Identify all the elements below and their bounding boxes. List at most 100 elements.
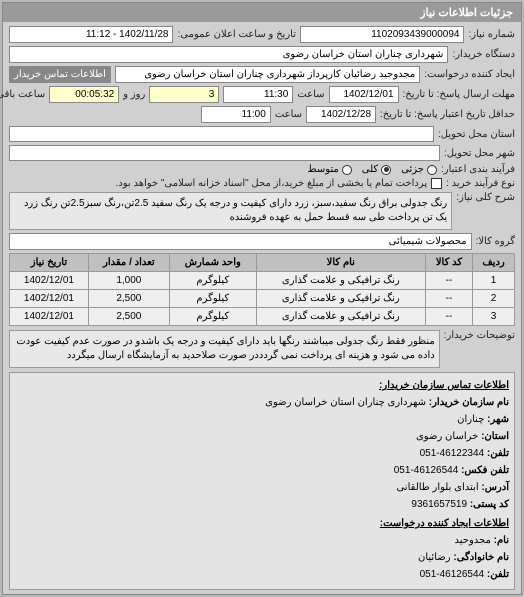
row-payment: نوع فرآیند خرید : پرداخت تمام یا بخشی از… — [9, 178, 515, 189]
row-budget: فرآیند بندی اعتبار: جزئی کلی متوسط — [9, 164, 515, 175]
table-cell: 2,500 — [88, 290, 169, 308]
main-desc-text: رنگ جدولی براق رنگ سفید،سبز، زرد دارای ک… — [9, 192, 452, 230]
contact-fax-row: تلفن فکس: 46126544-051 — [15, 463, 509, 479]
col-code: کد کالا — [425, 254, 472, 272]
validity-date: 1402/12/28 — [306, 106, 376, 123]
contact-org-value: شهرداری چناران استان خراسان رضوی — [265, 397, 426, 408]
city-value — [9, 145, 440, 161]
items-table: ردیف کد کالا نام کالا واحد شمارش تعداد /… — [9, 253, 515, 326]
notes-text: منظور فقط رنگ جدولی میباشند رنگها باید د… — [9, 330, 440, 368]
row-buyer: دستگاه خریدار: شهرداری چناران استان خراس… — [9, 46, 515, 63]
row-province: استان محل تحویل: — [9, 126, 515, 142]
deadline-label: مهلت ارسال پاسخ: تا تاریخ: — [403, 89, 515, 100]
creator-phone-label: تلفن: — [487, 569, 509, 580]
contact-city-label: شهر: — [487, 414, 509, 425]
goods-label: گروه کالا: — [476, 236, 515, 247]
contact-postal-row: کد پستی: 9361657519 — [15, 497, 509, 513]
contact-province-label: استان: — [481, 431, 509, 442]
row-main-description: شرح کلی نیاز: رنگ جدولی براق رنگ سفید،سب… — [9, 192, 515, 230]
contact-city-row: شهر: چناران — [15, 412, 509, 428]
table-cell: 1 — [473, 272, 515, 290]
row-validity: حداقل تاریخ اعتبار پاسخ: تا تاریخ: 1402/… — [9, 106, 515, 123]
table-cell: -- — [425, 272, 472, 290]
deadline-time: 11:30 — [223, 86, 293, 103]
budget-opt1: جزئی — [401, 164, 424, 175]
table-cell: 1402/12/01 — [10, 290, 89, 308]
table-cell: 1402/12/01 — [10, 308, 89, 326]
validity-time-label: ساعت — [275, 109, 302, 120]
table-row: 1--رنگ ترافیکی و علامت گذاریکیلوگرم1,000… — [10, 272, 515, 290]
col-date: تاریخ نیاز — [10, 254, 89, 272]
budget-radio-group: جزئی کلی متوسط — [307, 164, 437, 175]
contact-city-value: چناران — [457, 414, 484, 425]
table-cell: رنگ ترافیکی و علامت گذاری — [256, 308, 425, 326]
creator-family-value: رضائیان — [418, 552, 451, 563]
contact-phone-label: تلفن: — [487, 448, 509, 459]
contact-postal-value: 9361657519 — [411, 499, 467, 510]
table-cell: کیلوگرم — [169, 272, 256, 290]
days-remaining: 3 — [149, 86, 219, 103]
table-row: 3--رنگ ترافیکی و علامت گذاریکیلوگرم2,500… — [10, 308, 515, 326]
public-date-label: تاریخ و ساعت اعلان عمومی: — [177, 29, 296, 40]
goods-value: محصولات شیمیائی — [9, 233, 472, 250]
days-label: روز و — [123, 89, 145, 100]
buyer-label: دستگاه خریدار: — [452, 49, 515, 60]
contact-address-label: آدرس: — [481, 482, 509, 493]
table-header-row: ردیف کد کالا نام کالا واحد شمارش تعداد /… — [10, 254, 515, 272]
panel-body: شماره نیاز: 1102093439000094 تاریخ و ساع… — [3, 22, 521, 594]
contact-org-label: نام سازمان خریدار: — [429, 397, 509, 408]
contact-org-row: نام سازمان خریدار: شهرداری چناران استان … — [15, 395, 509, 411]
row-goods-group: گروه کالا: محصولات شیمیائی — [9, 233, 515, 250]
col-index: ردیف — [473, 254, 515, 272]
row-request-number: شماره نیاز: 1102093439000094 تاریخ و ساع… — [9, 26, 515, 43]
table-cell: 2,500 — [88, 308, 169, 326]
contact-address-value: ابتدای بلوار طالقانی — [396, 482, 478, 493]
row-city: شهر محل تحویل: — [9, 145, 515, 161]
city-label: شهر محل تحویل: — [444, 148, 515, 159]
panel-title: جزئیات اطلاعات نیاز — [3, 3, 521, 22]
creator-label: ایجاد کننده درخواست: — [424, 69, 515, 80]
row-buyer-notes: توضیحات خریدار: منظور فقط رنگ جدولی میبا… — [9, 330, 515, 368]
budget-radio-full[interactable]: کلی — [362, 164, 391, 175]
contact-province-row: استان: خراسان رضوی — [15, 429, 509, 445]
validity-label: حداقل تاریخ اعتبار پاسخ: تا تاریخ: — [380, 109, 515, 120]
budget-label: فرآیند بندی اعتبار: — [441, 164, 515, 175]
creator-family-row: نام خانوادگی: رضائیان — [15, 550, 509, 566]
details-panel: جزئیات اطلاعات نیاز شماره نیاز: 11020934… — [2, 2, 522, 595]
creator-family-label: نام خانوادگی: — [453, 552, 509, 563]
radio-icon — [427, 165, 437, 175]
row-creator: ایجاد کننده درخواست: مجدوحید رضائیان کار… — [9, 66, 515, 83]
remaining-label: ساعت باقی مانده — [0, 89, 45, 100]
table-cell: کیلوگرم — [169, 308, 256, 326]
deadline-date: 1402/12/01 — [329, 86, 399, 103]
contact-title: اطلاعات تماس سازمان خریدار: — [15, 378, 509, 394]
payment-label: نوع فرآیند خرید : — [446, 178, 515, 189]
province-value — [9, 126, 434, 142]
contact-info-box: اطلاعات تماس سازمان خریدار: نام سازمان خ… — [9, 372, 515, 590]
budget-radio-medium[interactable]: متوسط — [307, 164, 351, 175]
table-cell: 1,000 — [88, 272, 169, 290]
contact-postal-label: کد پستی: — [470, 499, 509, 510]
contact-address-row: آدرس: ابتدای بلوار طالقانی — [15, 480, 509, 496]
contact-fax-value: 46126544-051 — [394, 465, 459, 476]
creator-name-row: نام: مجدوحید — [15, 533, 509, 549]
col-unit: واحد شمارش — [169, 254, 256, 272]
creator-phone-row: تلفن: 46126544-051 — [15, 567, 509, 583]
request-number-value: 1102093439000094 — [300, 26, 465, 43]
payment-checkbox[interactable] — [431, 178, 442, 189]
table-row: 2--رنگ ترافیکی و علامت گذاریکیلوگرم2,500… — [10, 290, 515, 308]
validity-time: 11:00 — [201, 106, 271, 123]
budget-radio-partial[interactable]: جزئی — [401, 164, 437, 175]
buyer-value: شهرداری چناران استان خراسان رضوی — [9, 46, 448, 63]
province-label: استان محل تحویل: — [438, 129, 515, 140]
radio-icon — [342, 165, 352, 175]
radio-icon — [381, 165, 391, 175]
contact-info-button[interactable]: اطلاعات تماس خریدار — [9, 66, 111, 83]
payment-check-label: پرداخت تمام یا بخشی از مبلغ خرید،از محل … — [116, 178, 428, 189]
contact-phone-value: 46122344-051 — [420, 448, 485, 459]
creator-phone-value: 46126544-051 — [420, 569, 485, 580]
contact-fax-label: تلفن فکس: — [461, 465, 509, 476]
table-cell: کیلوگرم — [169, 290, 256, 308]
contact-province-value: خراسان رضوی — [416, 431, 478, 442]
table-cell: 3 — [473, 308, 515, 326]
